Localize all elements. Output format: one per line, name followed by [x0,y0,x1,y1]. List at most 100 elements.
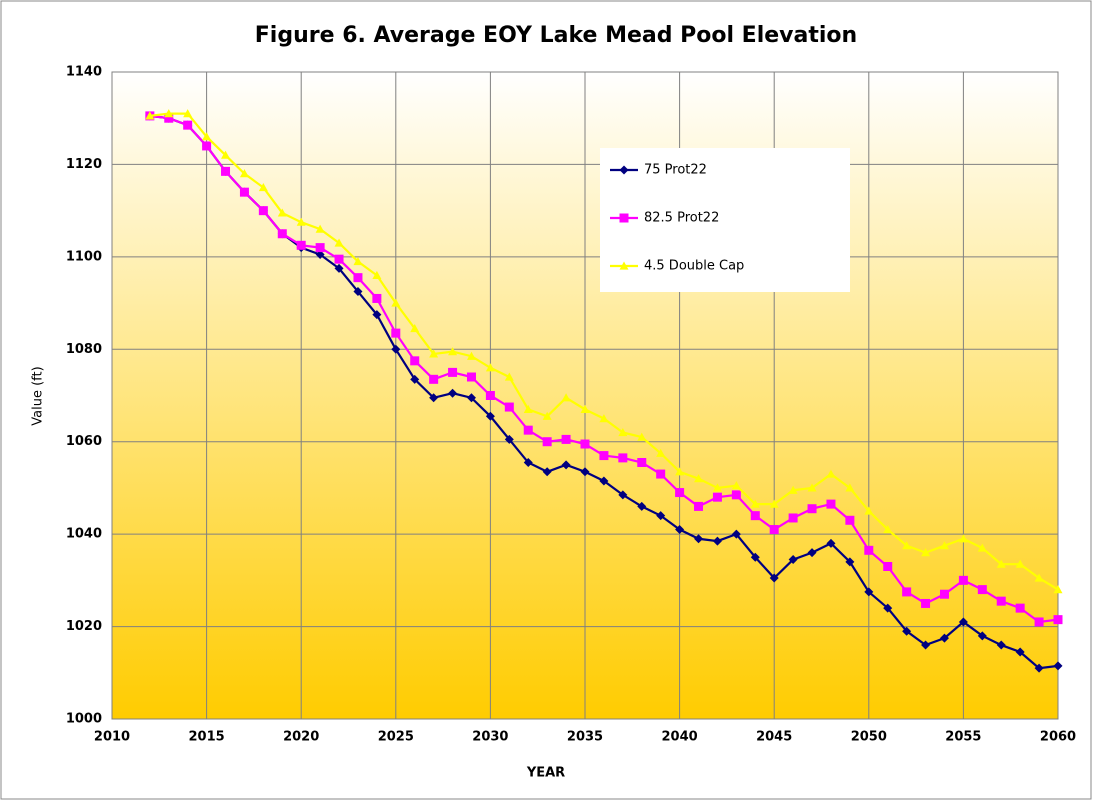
marker [183,109,193,118]
marker [145,111,155,120]
x-tick-label: 2055 [945,730,981,745]
marker [334,254,344,264]
marker [599,414,609,423]
marker [372,270,382,279]
marker [485,411,495,421]
plot-border [111,71,1059,720]
x-tick-label: 2025 [378,730,414,745]
x-axis-label: YEAR [526,766,565,781]
marker [1053,585,1063,594]
marker [334,238,344,247]
marker [599,476,609,486]
marker [996,596,1006,606]
marker [618,490,628,500]
marker [1015,647,1025,657]
marker [296,240,306,250]
marker [277,229,287,239]
marker [353,273,363,283]
marker [845,483,855,492]
marker [883,603,893,613]
marker [731,490,741,500]
marker [372,293,382,303]
marker [315,250,325,260]
marker [807,504,817,514]
marker [391,298,401,307]
marker [410,374,420,384]
marker [315,224,325,233]
marker [353,287,363,297]
marker [788,485,798,494]
marker [788,555,798,565]
marker [675,467,685,476]
marker [561,434,571,444]
marker [239,187,249,197]
marker [977,631,987,641]
marker [523,458,533,468]
legend-box [600,148,850,292]
marker [448,388,458,398]
marker [939,633,949,643]
marker [504,434,514,444]
marker [750,552,760,562]
legend-label: 4.5 Double Cap [644,259,744,274]
marker [164,109,174,118]
marker [183,120,193,130]
marker [580,467,590,477]
marker [939,589,949,599]
y-tick-label: 1000 [66,712,102,727]
marker [977,543,987,552]
x-tick-label: 2010 [94,730,130,745]
marker [769,573,779,583]
marker [656,448,666,457]
marker [921,548,931,557]
marker [996,640,1006,650]
marker [694,474,704,483]
marker [637,458,647,468]
marker [580,404,590,413]
marker [239,169,249,178]
marker [542,411,552,420]
marker [485,391,495,400]
marker [807,483,817,492]
marker [788,513,798,523]
marker [410,356,420,366]
marker [637,501,647,511]
marker [826,469,836,478]
marker [466,393,476,403]
legend-marker [619,261,629,270]
x-tick-label: 2045 [756,730,792,745]
marker [202,141,212,151]
marker [675,525,685,535]
marker [448,347,458,356]
marker [1034,573,1044,582]
y-tick-label: 1020 [66,619,102,634]
marker [1053,661,1063,671]
y-axis-label: Value (ft) [31,366,46,425]
chart-title: Figure 6. Average EOY Lake Mead Pool Ele… [255,23,857,48]
marker [1034,663,1044,673]
marker [750,499,760,508]
marker [372,310,382,320]
marker [618,453,628,463]
y-tick-label: 1080 [66,342,102,357]
marker [864,587,874,597]
legend-label: 82.5 Prot22 [644,211,719,226]
marker [599,451,609,461]
marker [845,515,855,525]
legend-marker [619,165,629,175]
marker [826,538,836,548]
marker [391,344,401,354]
marker [258,183,268,192]
marker [561,393,571,402]
x-tick-label: 2060 [1040,730,1076,745]
marker [769,499,779,508]
marker [315,243,325,253]
marker [902,626,912,636]
marker [656,511,666,521]
marker [504,402,514,412]
marker [1034,617,1044,627]
legend: 75 Prot22 82.5 Prot22 4.5 Double Cap [600,148,850,292]
x-tick-label: 2015 [189,730,225,745]
marker [694,501,704,511]
